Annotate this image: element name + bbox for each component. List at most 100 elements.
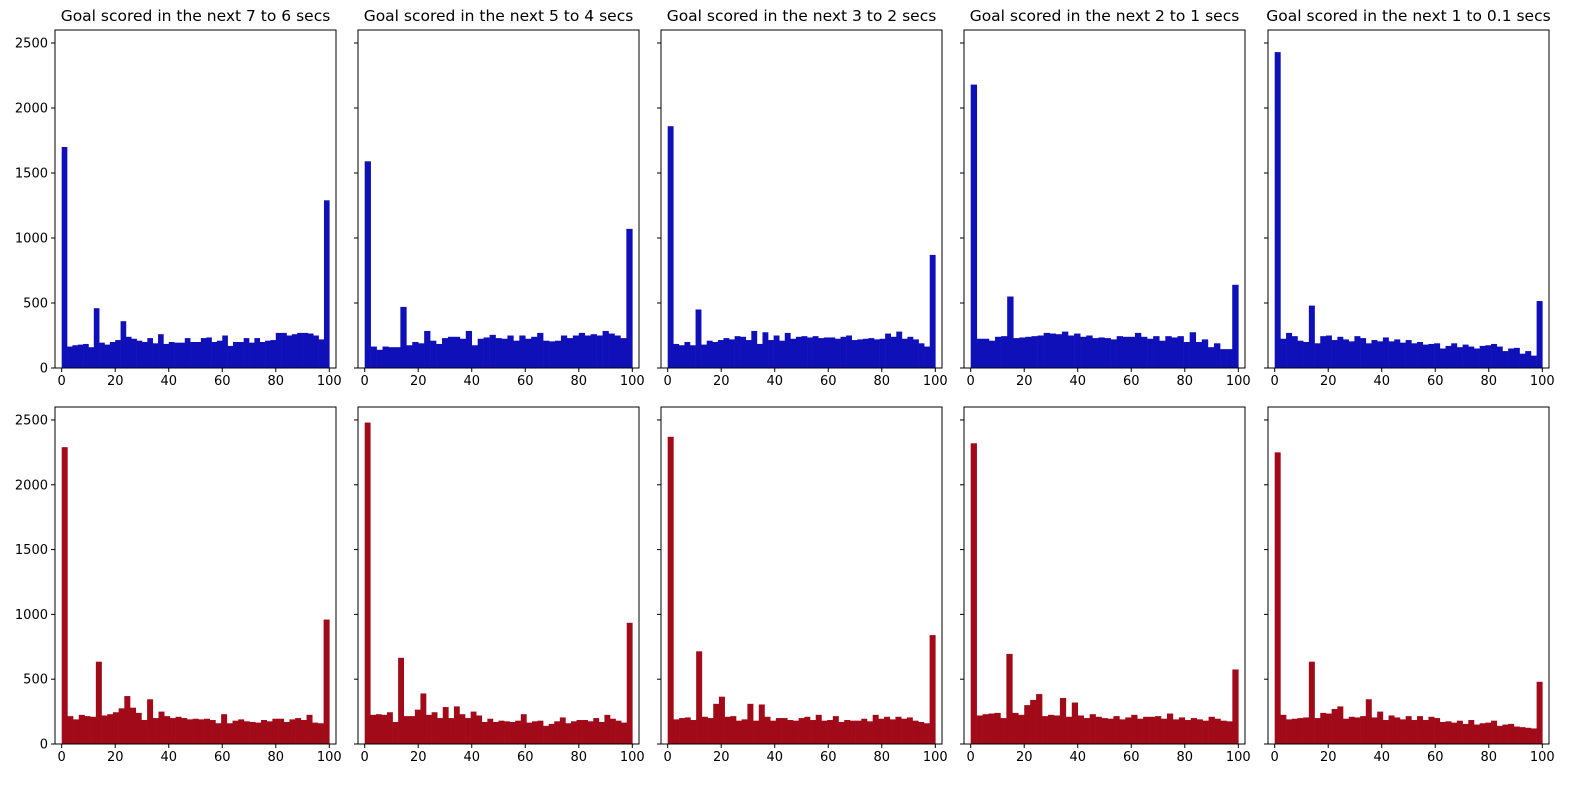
- histogram-bar: [1086, 335, 1093, 368]
- histogram-bar: [1445, 345, 1452, 368]
- histogram-bar: [204, 718, 211, 744]
- histogram-bar: [489, 334, 496, 368]
- histogram-bar: [548, 723, 555, 744]
- histogram-bar: [227, 345, 234, 368]
- histogram-bar: [912, 720, 919, 744]
- histogram-bar: [300, 720, 307, 744]
- histogram-bar: [470, 711, 477, 744]
- histogram-bar: [1113, 716, 1120, 744]
- histogram-bar: [1439, 348, 1446, 368]
- subplot-4: 0 20 40 60 80 100 Goal scored in the next 2 to…: [960, 7, 1251, 389]
- histogram-bar: [626, 228, 633, 368]
- histogram-bar: [614, 335, 621, 368]
- histogram-bar: [679, 718, 686, 744]
- histogram-bar: [1525, 727, 1532, 744]
- histogram-bar: [1153, 336, 1160, 368]
- histogram-bar: [924, 346, 931, 368]
- histogram-bar: [1274, 52, 1281, 368]
- histogram-bar: [465, 330, 473, 368]
- histogram-bar: [1337, 336, 1344, 368]
- histogram-bar: [1122, 336, 1130, 368]
- histogram-bar: [1220, 349, 1227, 368]
- histogram-bar: [115, 340, 121, 368]
- histogram-bar: [718, 696, 725, 744]
- histogram-bar: [913, 339, 919, 368]
- histogram-bar: [1155, 716, 1162, 744]
- x-tick-label: 60: [517, 750, 534, 765]
- histogram-bar: [1092, 338, 1099, 368]
- histogram-bar: [1513, 726, 1520, 744]
- histogram-bar: [436, 343, 443, 368]
- histogram-bar: [1491, 720, 1498, 744]
- histogram-bar: [1325, 335, 1332, 368]
- histogram-bar: [988, 713, 995, 744]
- histogram-bar: [862, 338, 869, 368]
- histogram-bar: [787, 720, 794, 744]
- histogram-bar: [1519, 727, 1526, 744]
- subplot-8: 0 20 40 60 80 100: [657, 406, 948, 765]
- histogram-bar: [483, 337, 490, 368]
- histogram-bar: [1131, 714, 1138, 744]
- histogram-bar: [753, 720, 760, 744]
- histogram-bar: [807, 337, 813, 368]
- histogram-bar: [67, 346, 73, 368]
- histogram-bar: [1007, 296, 1014, 368]
- histogram-bar: [1308, 305, 1315, 368]
- histogram-bar: [1013, 338, 1020, 368]
- x-tick-label: 80: [874, 374, 891, 389]
- x-tick-label: 80: [1481, 374, 1498, 389]
- histogram-bar: [398, 657, 405, 744]
- histogram-bar: [254, 338, 261, 368]
- histogram-bar: [1104, 338, 1111, 368]
- histogram-bar: [118, 708, 125, 744]
- axes-frame: [963, 406, 1246, 745]
- histogram-bar: [821, 720, 828, 744]
- histogram-bar: [95, 661, 102, 744]
- histogram-bar: [885, 333, 892, 368]
- x-tick-label: 20: [1016, 750, 1033, 765]
- y-tick-label: 2000: [15, 102, 48, 117]
- histogram-bar: [1417, 342, 1424, 368]
- histogram-bar: [504, 721, 510, 744]
- histogram-bar: [163, 343, 170, 368]
- subplot-7: 0 20 40 60 80 100: [354, 406, 645, 765]
- histogram-bar: [190, 342, 196, 368]
- histogram-bar: [1479, 345, 1486, 368]
- x-tick-label: 100: [1226, 750, 1251, 765]
- histogram-bar: [608, 333, 615, 368]
- x-tick-label: 0: [1271, 750, 1279, 765]
- histogram-bar: [1496, 346, 1503, 368]
- histogram-bar: [72, 345, 79, 368]
- histogram-bar: [1439, 721, 1446, 744]
- histogram-bar: [684, 717, 691, 744]
- histogram-bar: [376, 349, 383, 368]
- histogram-bar: [1165, 336, 1172, 368]
- histogram-bar: [297, 332, 303, 368]
- histogram-bar: [970, 443, 977, 744]
- histogram-bar: [1360, 338, 1367, 368]
- histogram-bar: [1274, 452, 1281, 744]
- histogram-bar: [152, 718, 159, 744]
- histogram-bar: [1140, 336, 1148, 368]
- histogram-bar: [1394, 717, 1401, 744]
- histogram-bar: [1042, 716, 1049, 744]
- histogram-bar: [723, 338, 730, 368]
- histogram-bar: [226, 723, 233, 744]
- histogram-bar: [1286, 332, 1293, 368]
- x-tick-label: 20: [410, 374, 427, 389]
- histogram-bar: [1147, 338, 1154, 368]
- histogram-bar: [453, 706, 460, 744]
- histogram-bar: [323, 200, 330, 368]
- histogram-bar: [790, 338, 797, 368]
- axes-frame: [1267, 29, 1550, 369]
- x-tick-label: 20: [410, 750, 427, 765]
- histogram-bar: [112, 712, 119, 744]
- x-tick-label: 0: [58, 750, 66, 765]
- histogram-bar: [1149, 716, 1156, 744]
- histogram-bar: [1468, 720, 1475, 744]
- x-tick-label: 60: [820, 374, 837, 389]
- histogram-bar: [602, 330, 609, 368]
- histogram-bar: [1172, 719, 1180, 744]
- histogram-bar: [1291, 336, 1298, 368]
- histogram-bar: [1280, 338, 1287, 368]
